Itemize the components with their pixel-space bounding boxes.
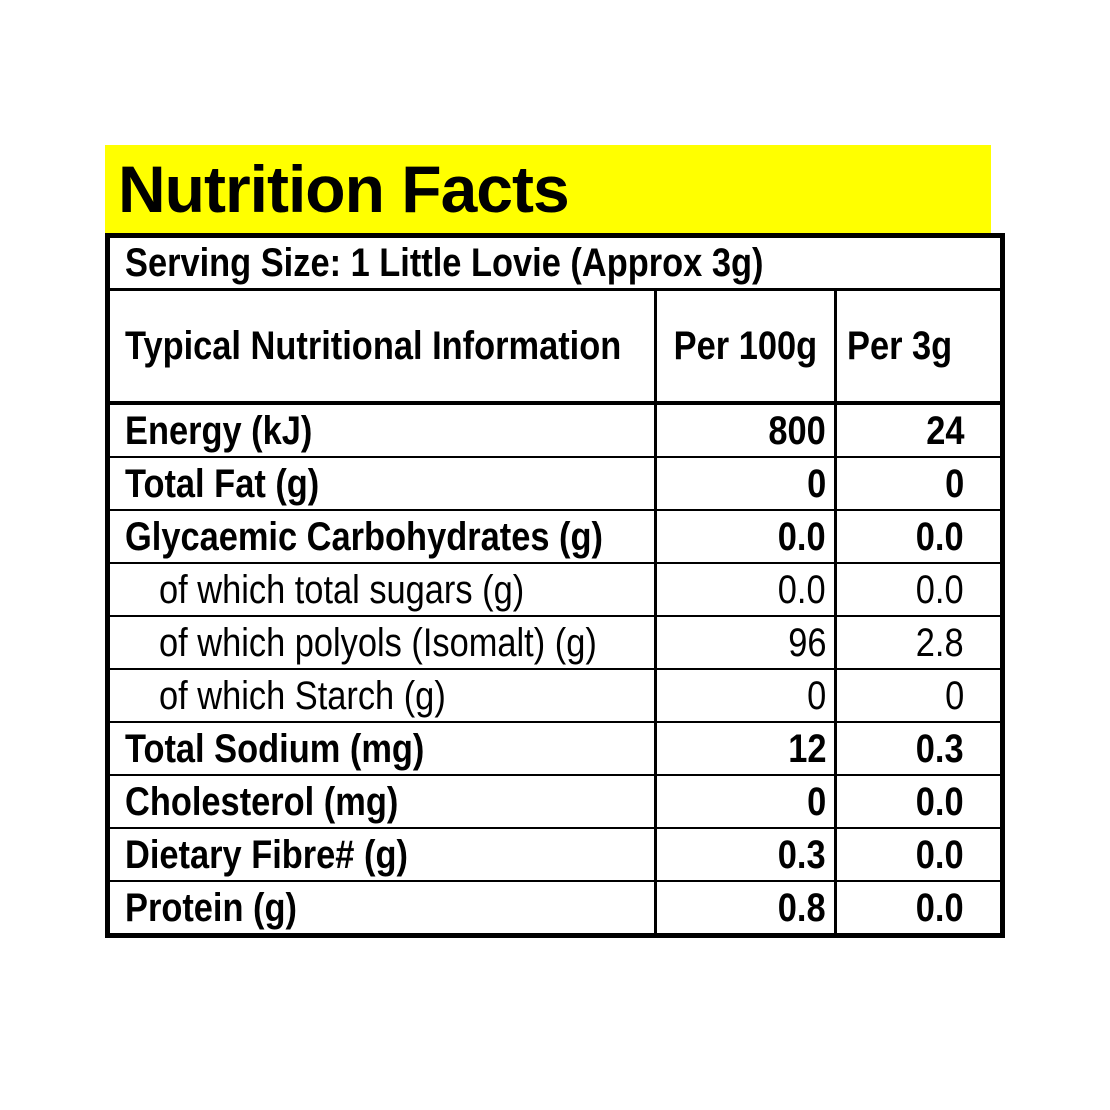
table-row-dietary-fibre: Dietary Fibre# (g) 0.3 0.0 [107,828,1003,882]
table-row-total-fat: Total Fat (g) 0 0 [107,457,1003,511]
row-value-per-3g: 0.3 [916,726,965,771]
row-value-per-100g: 0.8 [778,885,826,930]
row-value-per-3g-cell: 0.0 [833,828,1003,882]
table-row-polyols: of which polyols (Isomalt) (g) 96 2.8 [107,616,1003,670]
row-label: Dietary Fibre# (g) [125,832,408,877]
row-value-per-100g-cell: 0 [654,669,836,723]
serving-size-row: Serving Size: 1 Little Lovie (Approx 3g) [107,235,1003,291]
row-value-per-100g: 12 [787,726,826,771]
header-typical-nutritional-information: Typical Nutritional Information [107,289,656,405]
header-per-3g-label: Per 3g [847,324,953,368]
row-label-cell: Dietary Fibre# (g) [107,828,656,882]
row-value-per-3g-cell: 24 [833,403,1003,458]
row-value-per-100g-cell: 12 [654,722,836,776]
row-value-per-100g-cell: 96 [654,616,836,670]
serving-size-cell: Serving Size: 1 Little Lovie (Approx 3g) [107,235,1003,291]
row-value-per-3g-cell: 0.0 [833,563,1003,617]
page-title: Nutrition Facts [118,152,570,226]
row-value-per-3g: 0.0 [916,514,965,559]
row-value-per-100g-cell: 0.0 [654,563,836,617]
row-label-cell: of which total sugars (g) [107,563,656,617]
table-row-starch: of which Starch (g) 0 0 [107,669,1003,723]
table-row-glycaemic-carbohydrates: Glycaemic Carbohydrates (g) 0.0 0.0 [107,510,1003,564]
row-value-per-3g-cell: 0.0 [833,510,1003,564]
row-label-cell: Glycaemic Carbohydrates (g) [107,510,656,564]
row-value-per-3g: 24 [925,408,965,453]
row-label: of which polyols (Isomalt) (g) [159,620,597,665]
row-value-per-3g: 0.0 [916,832,965,877]
header-per-100g-label: Per 100g [673,324,818,368]
row-value-per-100g-cell: 800 [654,403,836,458]
row-label: Energy (kJ) [125,408,313,453]
row-label-cell: of which Starch (g) [107,669,656,723]
row-label: Total Fat (g) [125,461,320,506]
table-row-energy: Energy (kJ) 800 24 [107,403,1003,458]
header-typical-label: Typical Nutritional Information [125,324,622,368]
row-value-per-100g-cell: 0 [654,457,836,511]
row-value-per-3g: 0 [944,461,965,506]
row-value-per-3g-cell: 0.0 [833,775,1003,829]
header-per-100g: Per 100g [654,289,836,405]
row-value-per-100g: 96 [787,620,826,665]
row-value-per-100g: 0.0 [778,514,826,559]
row-value-per-100g: 0 [806,461,826,506]
row-value-per-3g: 0 [944,673,965,718]
row-label: of which Starch (g) [159,673,446,718]
row-value-per-100g: 0.0 [778,567,826,612]
row-label-cell: of which polyols (Isomalt) (g) [107,616,656,670]
row-value-per-100g: 0.3 [778,832,826,877]
row-value-per-3g-cell: 0.3 [833,722,1003,776]
title-banner: Nutrition Facts [105,145,991,233]
row-value-per-3g: 0.0 [916,779,965,824]
nutrition-table: Serving Size: 1 Little Lovie (Approx 3g)… [105,233,1006,938]
row-label: Cholesterol (mg) [125,779,399,824]
row-label-cell: Total Fat (g) [107,457,656,511]
row-value-per-3g: 2.8 [916,620,965,665]
row-value-per-100g-cell: 0.8 [654,881,836,936]
row-value-per-100g-cell: 0 [654,775,836,829]
row-value-per-3g: 0.0 [916,567,965,612]
row-label-cell: Cholesterol (mg) [107,775,656,829]
row-value-per-3g-cell: 0 [833,457,1003,511]
table-row-cholesterol: Cholesterol (mg) 0 0.0 [107,775,1003,829]
row-value-per-100g: 0 [806,779,826,824]
row-label: Protein (g) [125,885,297,930]
table-row-total-sodium: Total Sodium (mg) 12 0.3 [107,722,1003,776]
row-value-per-100g-cell: 0.3 [654,828,836,882]
row-label: Glycaemic Carbohydrates (g) [125,514,603,559]
table-row-protein: Protein (g) 0.8 0.0 [108,881,1003,936]
row-label: Total Sodium (mg) [125,726,425,771]
row-value-per-3g-cell: 0.0 [833,881,1003,936]
row-value-per-100g: 0 [806,673,826,718]
serving-size-text: Serving Size: 1 Little Lovie (Approx 3g) [125,241,764,285]
row-label-cell: Total Sodium (mg) [107,722,656,776]
table-header-row: Typical Nutritional Information Per 100g… [107,289,1003,405]
row-value-per-3g-cell: 0 [833,669,1003,723]
row-value-per-100g-cell: 0.0 [654,510,836,564]
row-value-per-100g: 800 [768,408,826,453]
row-value-per-3g-cell: 2.8 [833,616,1003,670]
row-label: of which total sugars (g) [159,567,525,612]
header-per-3g: Per 3g [833,289,1003,405]
row-label-cell: Protein (g) [108,881,656,936]
table-row-total-sugars: of which total sugars (g) 0.0 0.0 [107,563,1003,617]
row-label-cell: Energy (kJ) [107,403,656,458]
row-value-per-3g: 0.0 [916,885,965,930]
